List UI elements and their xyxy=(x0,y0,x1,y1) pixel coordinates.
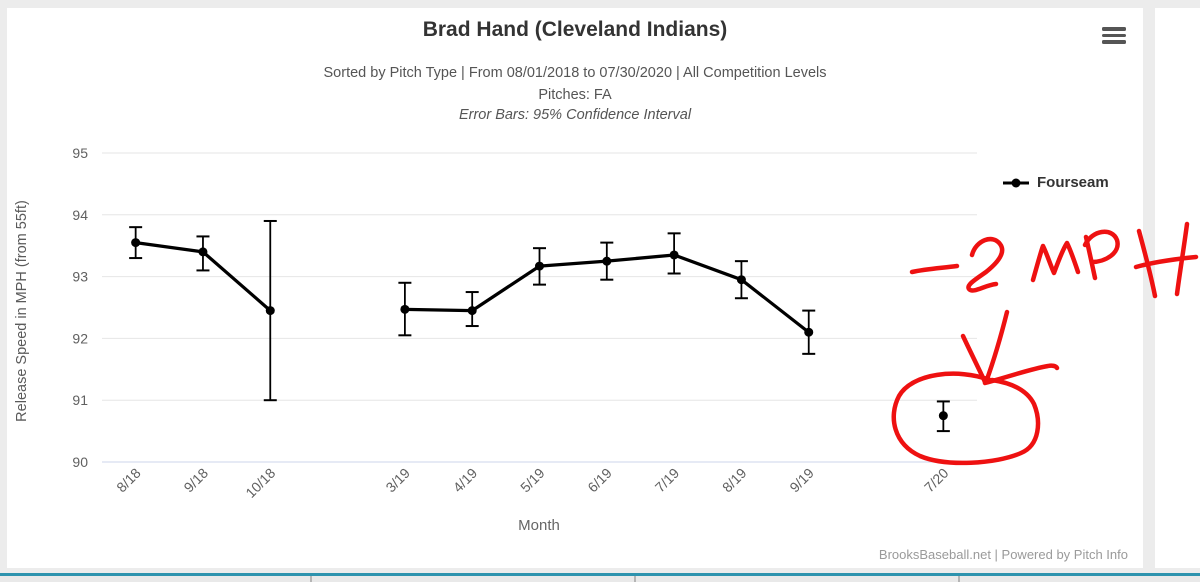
legend-item-fourseam[interactable]: Fourseam xyxy=(1002,174,1109,191)
table-cell-divider xyxy=(310,576,312,582)
y-axis-title: Release Speed in MPH (from 55ft) xyxy=(14,200,30,422)
table-cell-divider xyxy=(634,576,636,582)
legend-marker-icon xyxy=(1003,178,1029,187)
chart-subtitle-pitches: Pitches: FA xyxy=(538,87,612,103)
chart-subtitle-filters: Sorted by Pitch Type | From 08/01/2018 t… xyxy=(323,65,827,81)
table-cell-divider xyxy=(958,576,960,582)
legend-label: Fourseam xyxy=(1037,174,1109,191)
hamburger-bar xyxy=(1102,40,1126,44)
credits-text: BrooksBaseball.net | Powered by Pitch In… xyxy=(878,547,1128,562)
hamburger-bar xyxy=(1102,27,1126,31)
hamburger-menu-icon[interactable] xyxy=(1102,27,1126,47)
chart-title: Brad Hand (Cleveland Indians) xyxy=(422,18,728,41)
right-side-panel xyxy=(1155,8,1200,568)
hamburger-bar xyxy=(1102,33,1126,37)
chart-subtitle-errorbars: Error Bars: 95% Confidence Interval xyxy=(458,107,692,123)
x-axis-title: Month xyxy=(518,517,560,534)
cutoff-table-header-row xyxy=(0,573,1200,582)
